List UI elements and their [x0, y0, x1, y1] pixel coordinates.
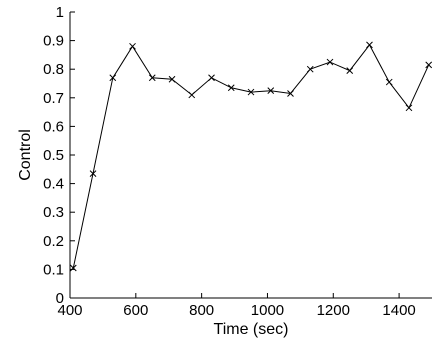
series-layer — [69, 41, 433, 272]
x-tick-label: 400 — [57, 302, 82, 319]
data-point-marker — [168, 75, 176, 83]
y-tick-label: 0.2 — [43, 233, 64, 250]
x-tick-label: 1400 — [382, 302, 415, 319]
data-point-marker — [267, 87, 275, 95]
y-ticks: 0 0.1 0.2 0.3 0.4 0.5 0.6 0.7 0.8 0.9 1 — [43, 4, 75, 307]
data-point-marker — [425, 61, 433, 69]
data-point-marker — [227, 84, 235, 92]
x-tick-label: 600 — [123, 302, 148, 319]
y-tick-label: 0.8 — [43, 61, 64, 78]
x-axis-title: Time (sec) — [214, 321, 289, 338]
data-point-marker — [188, 91, 196, 99]
x-tick-label: 1200 — [317, 302, 350, 319]
y-tick-label: 0.1 — [43, 261, 64, 278]
data-point-marker — [89, 170, 97, 177]
y-axis-title: Control — [17, 129, 34, 181]
data-point-marker — [148, 74, 156, 82]
x-tick-label: 800 — [189, 302, 214, 319]
data-point-marker — [129, 42, 136, 50]
y-tick-label: 0.3 — [43, 204, 64, 221]
data-point-marker — [405, 104, 413, 112]
data-point-marker — [109, 74, 117, 82]
y-tick-label: 0.6 — [43, 118, 64, 135]
y-tick-label: 0.7 — [43, 90, 64, 107]
series-line — [72, 43, 430, 269]
data-point-marker — [247, 88, 255, 96]
x-ticks: 400 600 800 1000 1200 1400 — [57, 293, 416, 319]
data-point-marker — [208, 74, 215, 82]
data-point-marker — [385, 78, 393, 86]
data-point-marker — [287, 90, 294, 97]
axes — [69, 12, 432, 299]
y-tick-label: 0.9 — [43, 33, 64, 50]
data-point-marker — [346, 67, 354, 74]
y-tick-label: 0.5 — [43, 147, 64, 164]
data-point-marker — [306, 65, 314, 73]
data-point-marker — [366, 41, 373, 49]
x-tick-label: 1000 — [251, 302, 284, 319]
data-point-marker — [326, 58, 334, 66]
y-tick-label: 0 — [56, 290, 64, 307]
y-tick-label: 1 — [56, 4, 64, 21]
data-point-marker — [69, 264, 77, 272]
y-tick-label: 0.4 — [43, 176, 64, 193]
